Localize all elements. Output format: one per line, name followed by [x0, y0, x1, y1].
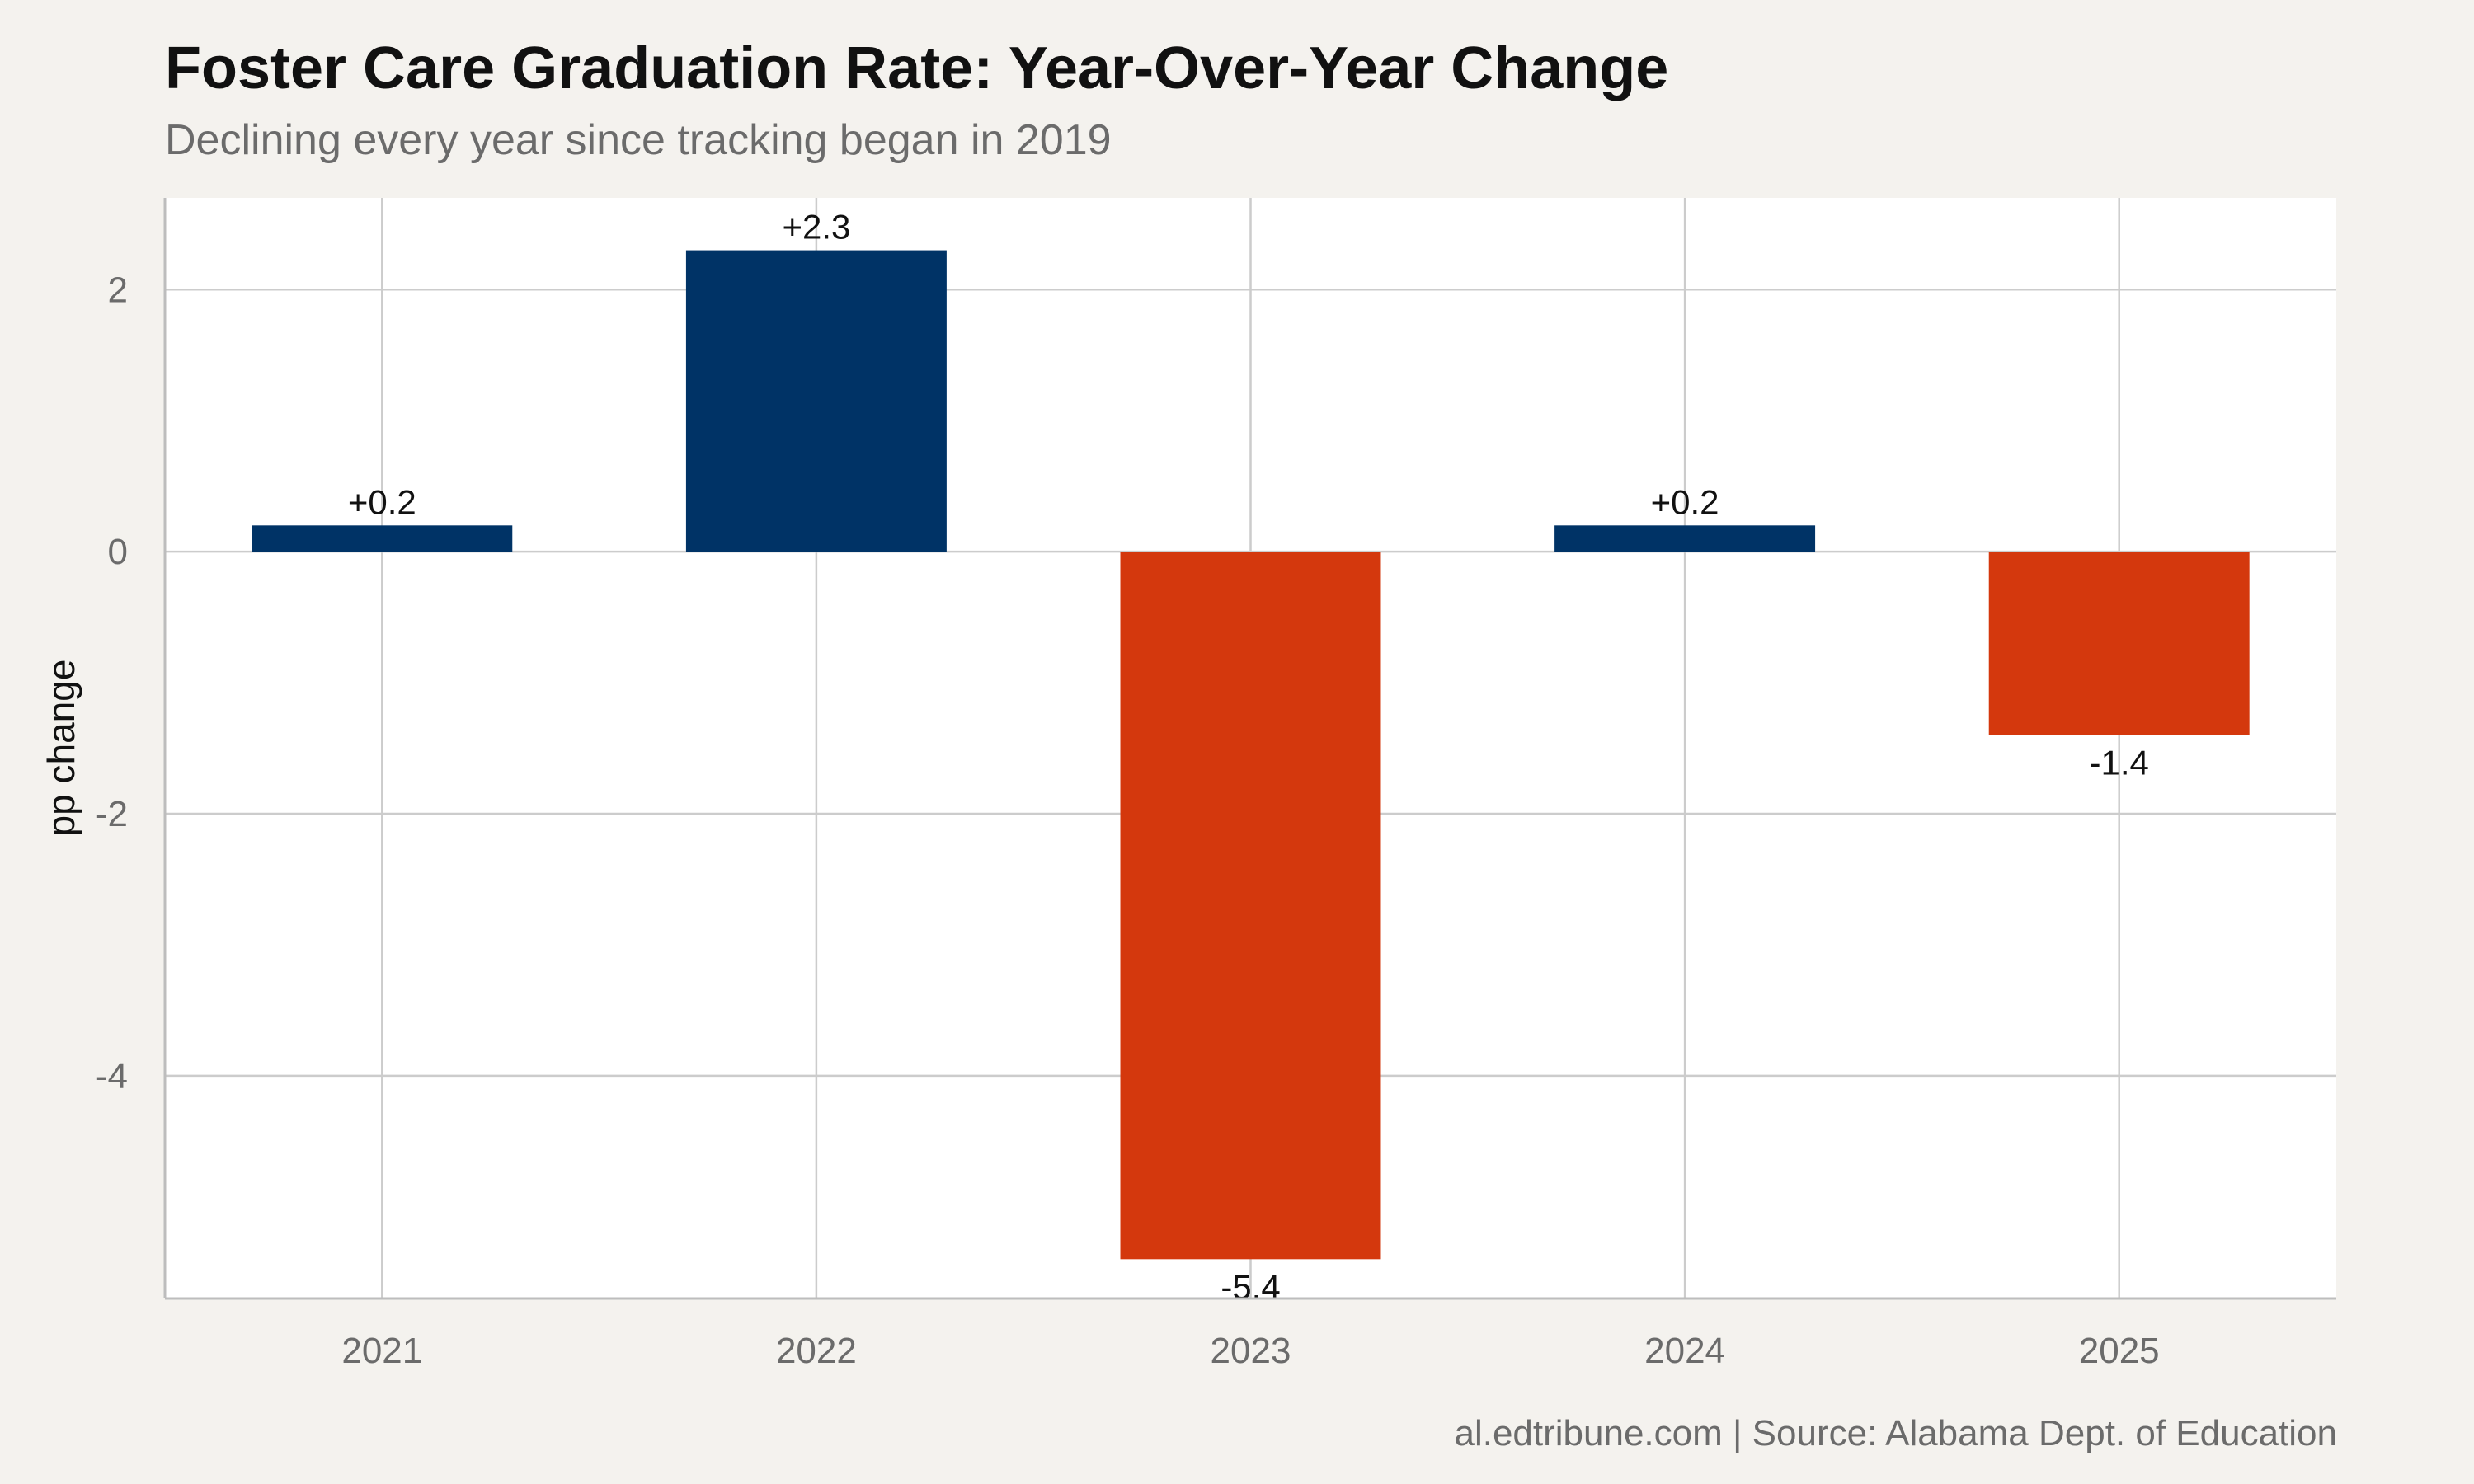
- bar-2025: [1988, 552, 2250, 735]
- x-tick-label: 2023: [1211, 1331, 1291, 1371]
- bar-label-2024: +0.2: [1651, 482, 1719, 521]
- bar-label-2021: +0.2: [348, 482, 416, 521]
- y-tick-label: -2: [96, 794, 128, 834]
- x-tick-label: 2021: [341, 1331, 422, 1371]
- y-tick-labels: 2 0 -2 -4: [96, 270, 128, 1097]
- bar-label-2025: -1.4: [2090, 744, 2149, 782]
- x-tick-label: 2025: [2079, 1331, 2160, 1371]
- bar-2021: [252, 525, 513, 552]
- chart-subtitle: Declining every year since tracking bega…: [165, 116, 1112, 164]
- bar-label-2022: +2.3: [782, 208, 850, 247]
- y-tick-label: 0: [108, 532, 128, 572]
- bar-label-2023: -5.4: [1221, 1267, 1280, 1306]
- bar-2023: [1120, 552, 1381, 1260]
- x-tick-label: 2022: [776, 1331, 857, 1371]
- y-tick-label: -4: [96, 1056, 128, 1097]
- source-caption: al.edtribune.com | Source: Alabama Dept.…: [1454, 1413, 2337, 1453]
- bar-2024: [1554, 525, 1816, 552]
- bars: [252, 250, 2250, 1260]
- y-axis-label: pp change: [40, 660, 82, 837]
- x-tick-label: 2024: [1644, 1331, 1725, 1371]
- chart-title: Foster Care Graduation Rate: Year-Over-Y…: [165, 35, 1669, 101]
- y-tick-label: 2: [108, 270, 128, 310]
- x-tick-labels: 2021 2022 2023 2024 2025: [341, 1331, 2159, 1371]
- bar-2022: [685, 250, 947, 552]
